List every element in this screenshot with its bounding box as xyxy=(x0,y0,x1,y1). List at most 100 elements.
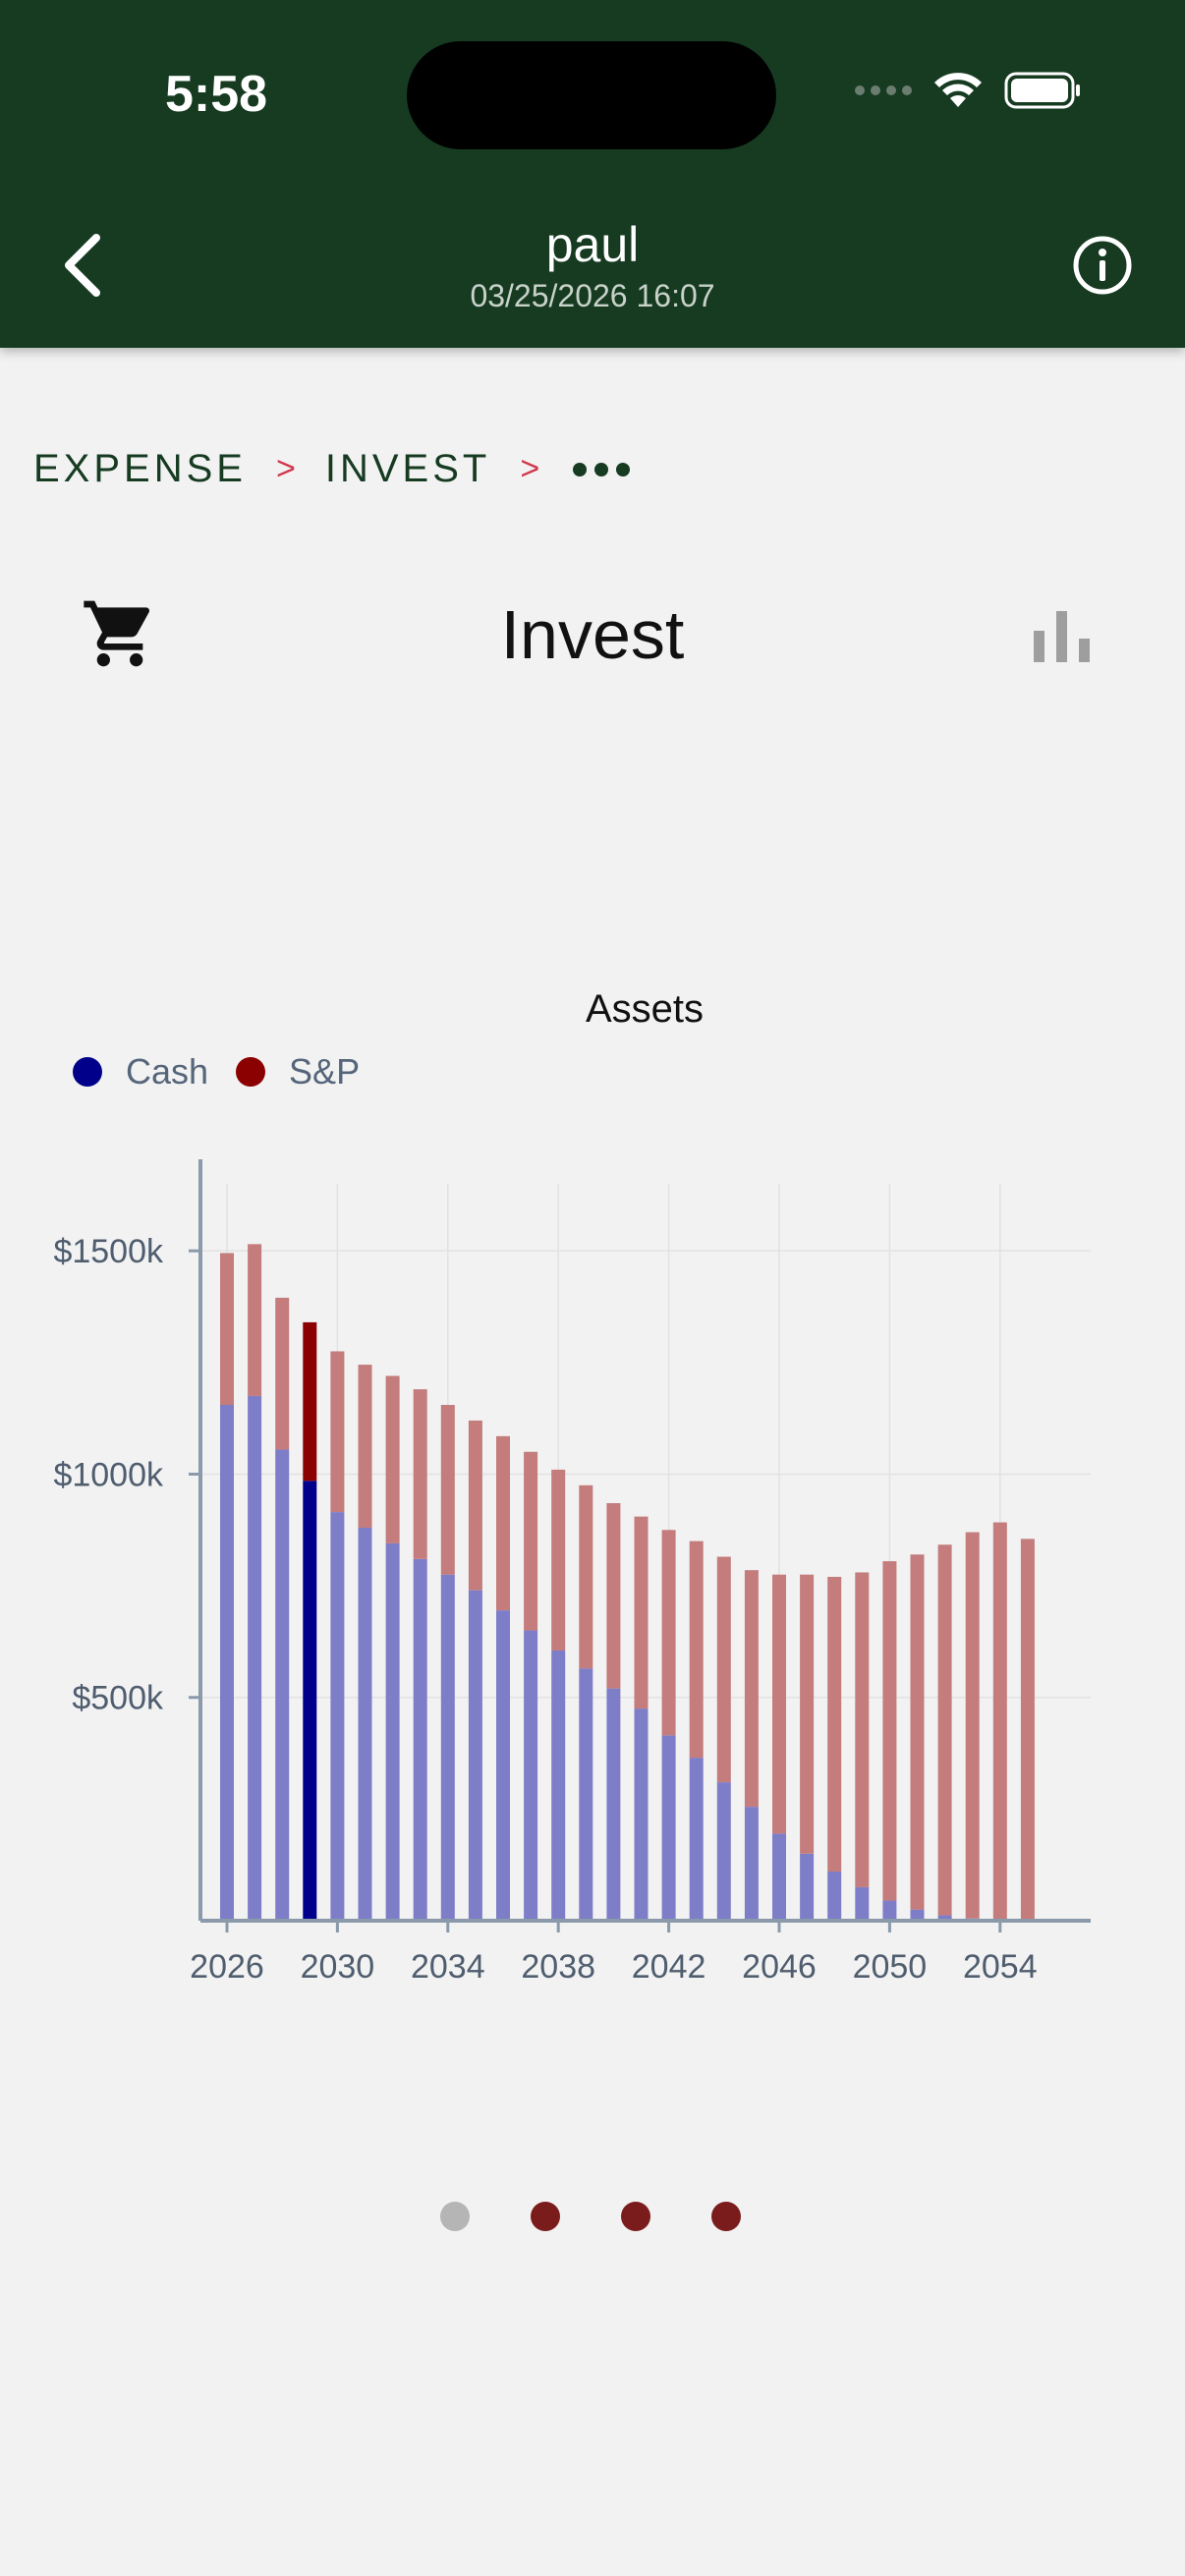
breadcrumb-separator: > xyxy=(275,450,296,487)
bar-sp xyxy=(910,1554,925,1910)
bar-cash xyxy=(551,1651,566,1921)
y-tick-label: $1500k xyxy=(53,1233,164,1270)
page-title: Invest xyxy=(500,596,685,673)
bar-cash xyxy=(772,1833,786,1921)
bar-sp xyxy=(827,1577,842,1872)
chart-title: Assets xyxy=(585,987,705,1031)
bar-sp xyxy=(689,1540,704,1759)
header-subtitle: 03/25/2026 16:07 xyxy=(470,278,715,313)
breadcrumb-separator: > xyxy=(520,450,540,487)
breadcrumb-expense[interactable]: EXPENSE xyxy=(33,447,247,490)
bar-cash xyxy=(358,1528,372,1921)
legend-cash-swatch xyxy=(73,1057,102,1087)
bar-cash xyxy=(634,1708,649,1921)
x-tick-label: 2046 xyxy=(742,1948,817,1986)
y-tick-label: $500k xyxy=(72,1680,164,1717)
bar-cash xyxy=(385,1542,400,1921)
bar-cash xyxy=(689,1758,704,1921)
dynamic-island xyxy=(407,41,776,149)
bar-cash xyxy=(303,1481,317,1921)
page-indicator xyxy=(440,2202,741,2231)
bar-cash xyxy=(579,1668,593,1921)
status-time: 5:58 xyxy=(165,66,268,123)
legend-item-sp[interactable]: S&P xyxy=(236,1051,360,1092)
bar-sp xyxy=(496,1435,510,1611)
breadcrumb-more-icon[interactable] xyxy=(573,462,631,476)
bar-cash xyxy=(606,1688,621,1921)
bar-sp xyxy=(855,1572,870,1887)
bar-sp xyxy=(882,1561,897,1901)
breadcrumb: EXPENSE > INVEST > xyxy=(33,447,631,491)
bar-sp xyxy=(606,1503,621,1689)
bar-cash xyxy=(882,1900,897,1921)
bar-cash xyxy=(496,1610,510,1921)
legend-item-cash[interactable]: Cash xyxy=(73,1051,208,1092)
shopping-cart-icon[interactable] xyxy=(81,594,159,673)
chart-legend: Cash S&P xyxy=(73,1051,387,1092)
bar-cash xyxy=(330,1512,345,1921)
status-icons xyxy=(855,71,1083,110)
bar-sp xyxy=(937,1544,952,1916)
bar-sp xyxy=(524,1451,538,1631)
bar-cash xyxy=(910,1909,925,1921)
info-icon[interactable] xyxy=(1071,234,1134,297)
bar-sp xyxy=(579,1484,593,1669)
wifi-icon xyxy=(934,73,982,107)
bar-cash xyxy=(827,1872,842,1921)
bar-cash xyxy=(661,1735,676,1921)
assets-chart: $500k $1000k $1500k 2026 2030 2034 2038 2042 204… xyxy=(53,1159,1091,1986)
bar-sp xyxy=(275,1297,290,1450)
legend-sp-swatch xyxy=(236,1057,266,1087)
x-tick-label: 2042 xyxy=(632,1948,706,1986)
bar-cash xyxy=(800,1853,815,1921)
bar-sp xyxy=(744,1570,759,1808)
y-tick-label: $1000k xyxy=(53,1456,164,1493)
page-dot-4[interactable] xyxy=(711,2202,741,2231)
bar-sp xyxy=(385,1375,400,1543)
x-tick-label: 2054 xyxy=(963,1948,1038,1986)
bar-sp xyxy=(661,1530,676,1736)
bar-sp xyxy=(358,1365,372,1528)
page-dot-1[interactable] xyxy=(440,2202,470,2231)
bar-chart-icon[interactable] xyxy=(1032,609,1093,664)
x-tick-label: 2038 xyxy=(521,1948,595,1986)
bar-cash xyxy=(440,1574,455,1921)
bar-sp xyxy=(248,1244,262,1396)
bar-sp xyxy=(440,1405,455,1575)
breadcrumb-invest[interactable]: INVEST xyxy=(324,447,491,490)
x-tick-label: 2030 xyxy=(301,1948,375,1986)
bar-sp xyxy=(992,1522,1007,1921)
bar-sp xyxy=(220,1253,234,1405)
x-tick-label: 2026 xyxy=(190,1948,264,1986)
legend-cash-label: Cash xyxy=(126,1051,209,1092)
bar-cash xyxy=(524,1630,538,1921)
bar-cash xyxy=(716,1782,731,1921)
bar-sp xyxy=(800,1574,815,1854)
x-tick-label: 2050 xyxy=(853,1948,928,1986)
bar-sp xyxy=(413,1389,427,1559)
bar-cash xyxy=(248,1395,262,1921)
page-dot-2[interactable] xyxy=(531,2202,560,2231)
legend-sp-label: S&P xyxy=(289,1051,361,1092)
bar-cash xyxy=(275,1449,290,1921)
bar-cash xyxy=(413,1558,427,1921)
bar-sp xyxy=(772,1574,786,1834)
bar-sp xyxy=(634,1516,649,1709)
bar-sp xyxy=(965,1532,980,1919)
bar-sp xyxy=(716,1556,731,1783)
back-chevron-icon[interactable] xyxy=(55,226,114,305)
bar-sp xyxy=(551,1469,566,1651)
bar-cash xyxy=(744,1807,759,1921)
cellular-signal-icon xyxy=(855,85,912,95)
page-dot-3[interactable] xyxy=(621,2202,650,2231)
bar-sp xyxy=(303,1321,317,1482)
header-title: paul xyxy=(545,217,640,272)
bar-sp xyxy=(330,1351,345,1513)
bar-cash xyxy=(468,1590,482,1921)
bar-cash xyxy=(220,1405,234,1921)
app-header: 5:58 paul 03/25/2026 16:07 xyxy=(0,0,1185,348)
x-tick-label: 2034 xyxy=(411,1948,485,1986)
bar-cash xyxy=(937,1915,952,1921)
bar-sp xyxy=(1020,1539,1035,1921)
bar-sp xyxy=(468,1420,482,1591)
